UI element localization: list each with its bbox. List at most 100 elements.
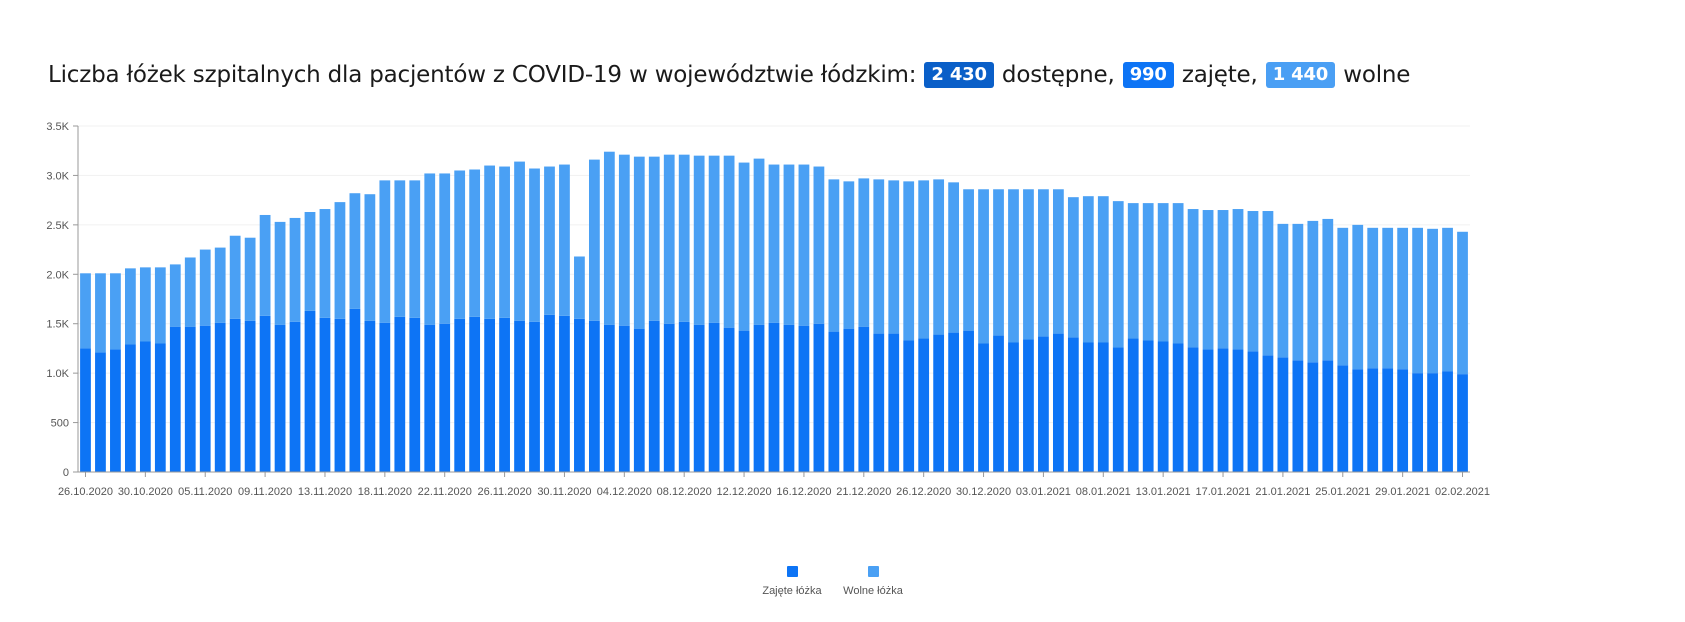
bar-free[interactable] (588, 159, 600, 321)
bar-occupied[interactable] (828, 331, 840, 472)
bar-occupied[interactable] (798, 325, 810, 472)
bar-occupied[interactable] (1337, 365, 1349, 472)
bar-free[interactable] (1352, 224, 1364, 370)
bar-free[interactable] (933, 179, 945, 335)
bar-free[interactable] (1367, 227, 1379, 369)
bar-occupied[interactable] (948, 332, 960, 472)
bar-occupied[interactable] (274, 324, 286, 472)
bar-occupied[interactable] (708, 322, 720, 472)
bar-free[interactable] (95, 273, 106, 353)
bar-occupied[interactable] (978, 343, 989, 472)
bar-occupied[interactable] (1127, 338, 1139, 472)
bar-occupied[interactable] (1217, 348, 1229, 472)
bar-free[interactable] (394, 180, 406, 317)
bar-free[interactable] (1082, 196, 1094, 343)
bar-free[interactable] (1307, 220, 1319, 363)
bar-occupied[interactable] (1202, 349, 1214, 472)
bar-free[interactable] (289, 217, 301, 322)
bar-occupied[interactable] (1067, 337, 1079, 472)
bar-occupied[interactable] (1052, 333, 1064, 472)
bar-occupied[interactable] (319, 317, 331, 472)
bar-occupied[interactable] (439, 323, 451, 472)
bar-free[interactable] (828, 179, 840, 332)
bar-occupied[interactable] (244, 320, 256, 472)
bar-free[interactable] (1142, 203, 1154, 341)
bar-occupied[interactable] (813, 323, 825, 472)
bar-free[interactable] (1157, 203, 1169, 342)
bar-occupied[interactable] (289, 321, 301, 472)
bar-free[interactable] (469, 169, 481, 317)
bar-free[interactable] (1038, 189, 1049, 337)
bar-free[interactable] (858, 178, 870, 327)
bar-free[interactable] (334, 202, 346, 319)
bar-free[interactable] (559, 164, 570, 316)
bar-free[interactable] (454, 170, 466, 319)
bar-occupied[interactable] (1097, 342, 1109, 472)
bar-occupied[interactable] (154, 343, 166, 472)
bar-free[interactable] (544, 166, 555, 315)
bar-occupied[interactable] (753, 324, 765, 472)
bar-free[interactable] (678, 154, 690, 322)
bar-free[interactable] (948, 182, 960, 333)
bar-free[interactable] (798, 164, 810, 326)
bar-free[interactable] (214, 247, 226, 323)
bar-free[interactable] (1382, 227, 1394, 369)
bar-occupied[interactable] (529, 321, 540, 472)
bar-free[interactable] (199, 249, 211, 326)
bar-free[interactable] (1292, 223, 1304, 361)
bar-free[interactable] (1397, 227, 1409, 370)
bar-free[interactable] (304, 212, 316, 311)
bar-free[interactable] (843, 181, 855, 329)
bar-free[interactable] (274, 221, 286, 325)
bar-occupied[interactable] (1187, 347, 1199, 472)
bar-occupied[interactable] (214, 322, 226, 472)
bar-occupied[interactable] (1367, 368, 1379, 472)
bar-occupied[interactable] (768, 322, 780, 472)
bar-occupied[interactable] (1112, 347, 1124, 472)
bar-free[interactable] (738, 162, 750, 331)
bar-free[interactable] (978, 189, 989, 344)
bar-occupied[interactable] (1157, 341, 1169, 472)
bar-occupied[interactable] (469, 316, 481, 472)
bar-free[interactable] (993, 189, 1004, 336)
bar-free[interactable] (1427, 228, 1438, 374)
bar-free[interactable] (663, 154, 675, 324)
bar-occupied[interactable] (963, 330, 974, 472)
bar-occupied[interactable] (1142, 340, 1154, 472)
bar-occupied[interactable] (349, 308, 361, 472)
bar-free[interactable] (409, 180, 421, 318)
bar-free[interactable] (229, 235, 241, 319)
bar-occupied[interactable] (993, 335, 1004, 472)
bar-occupied[interactable] (544, 314, 555, 472)
bar-free[interactable] (379, 180, 391, 323)
bar-free[interactable] (1052, 189, 1064, 334)
bar-occupied[interactable] (1038, 336, 1049, 472)
bar-occupied[interactable] (1352, 369, 1364, 472)
bar-occupied[interactable] (484, 318, 496, 472)
bar-occupied[interactable] (454, 318, 466, 472)
bar-occupied[interactable] (1382, 368, 1394, 472)
bar-free[interactable] (708, 155, 720, 323)
bar-occupied[interactable] (918, 338, 930, 472)
bar-occupied[interactable] (499, 317, 510, 472)
bar-occupied[interactable] (1172, 343, 1184, 472)
bar-occupied[interactable] (723, 327, 735, 472)
bar-occupied[interactable] (933, 334, 945, 472)
bar-free[interactable] (1127, 203, 1139, 339)
bar-free[interactable] (768, 164, 780, 323)
bar-occupied[interactable] (648, 320, 660, 472)
bar-free[interactable] (1232, 209, 1244, 350)
bar-free[interactable] (1457, 231, 1468, 375)
bar-occupied[interactable] (888, 333, 900, 472)
bar-occupied[interactable] (124, 344, 136, 472)
bar-free[interactable] (1322, 218, 1334, 361)
bar-occupied[interactable] (693, 324, 705, 472)
bar-occupied[interactable] (1427, 373, 1438, 472)
bar-free[interactable] (873, 179, 885, 334)
bar-occupied[interactable] (1457, 374, 1468, 472)
bar-free[interactable] (574, 256, 585, 319)
bar-free[interactable] (349, 193, 361, 309)
bar-occupied[interactable] (903, 340, 915, 472)
bar-free[interactable] (139, 267, 151, 342)
bar-free[interactable] (514, 161, 525, 321)
